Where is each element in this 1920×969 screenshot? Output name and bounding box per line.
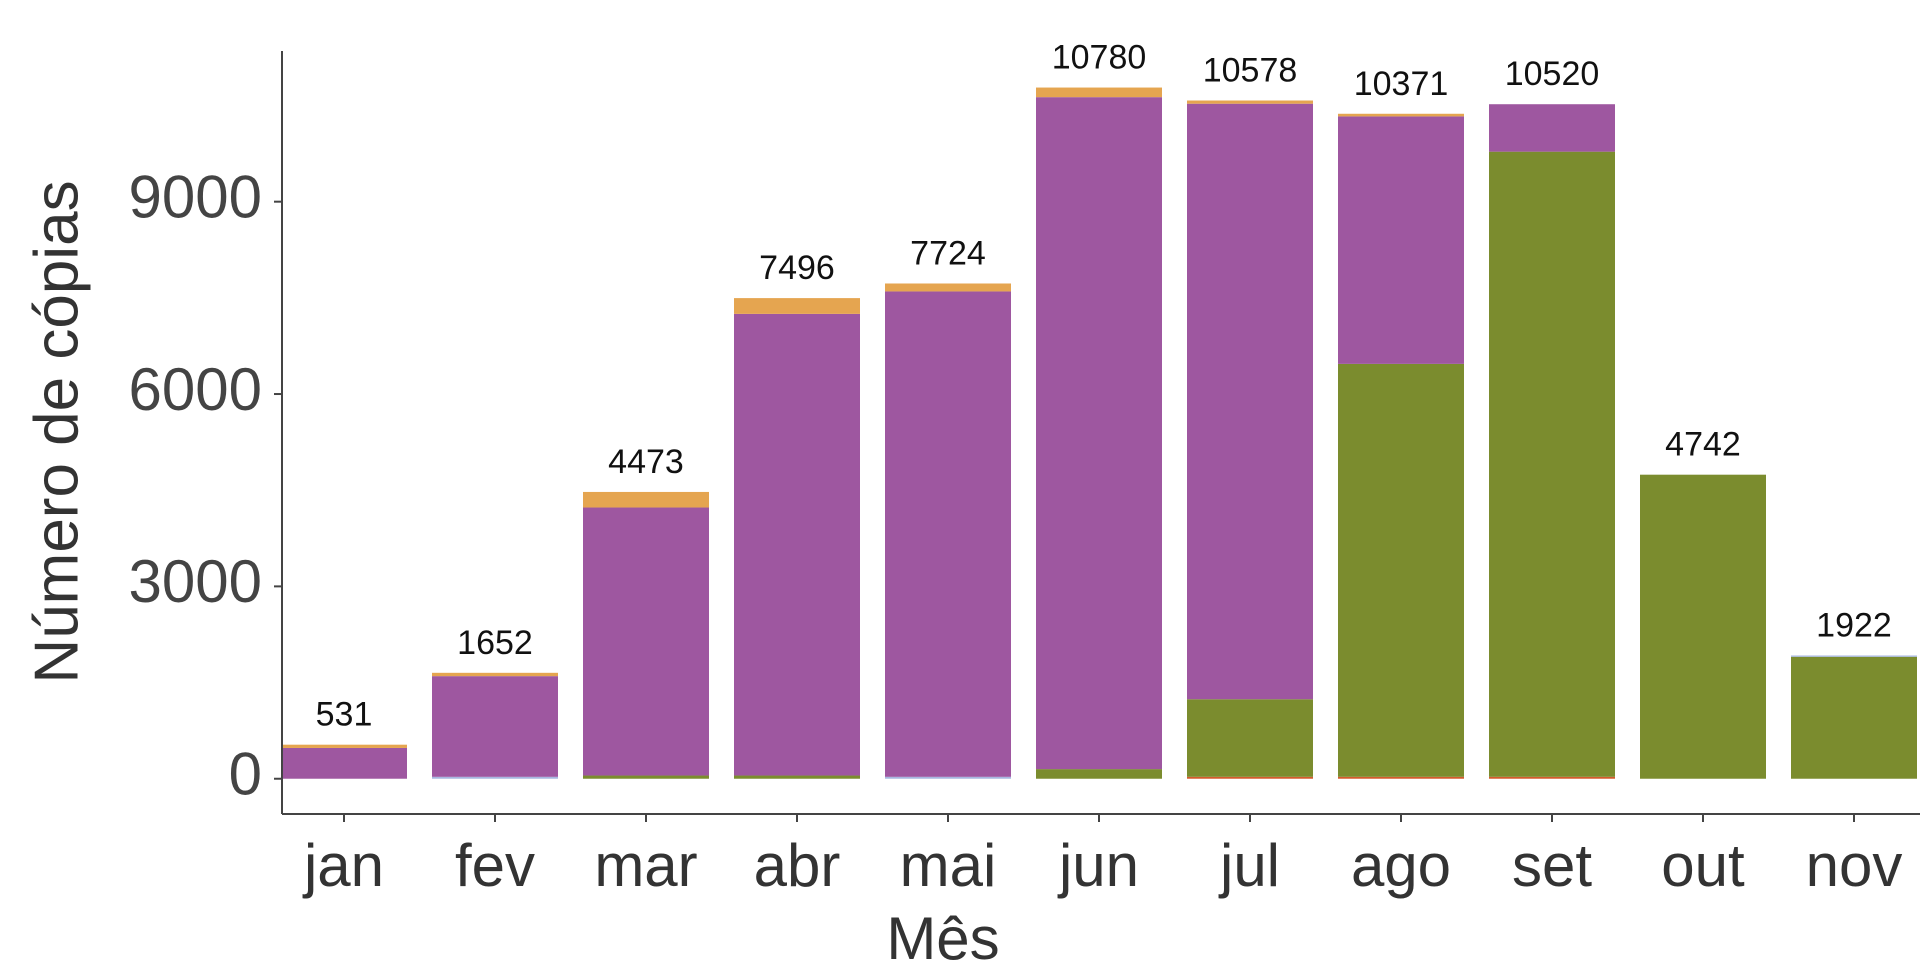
bar-segment xyxy=(1489,776,1615,779)
bar-segment xyxy=(1338,776,1464,779)
x-tick-label: jan xyxy=(302,832,384,899)
bar-segment xyxy=(1036,769,1162,779)
bar-segment xyxy=(885,283,1011,292)
bar-segment xyxy=(432,776,558,779)
total-label: 10371 xyxy=(1354,65,1449,103)
x-axis-label: Mês xyxy=(886,905,999,969)
total-label: 1652 xyxy=(457,624,533,662)
bar-segment xyxy=(734,298,860,314)
x-tick-label: abr xyxy=(754,832,841,899)
bar-segment xyxy=(1187,776,1313,779)
bar-segment xyxy=(1338,116,1464,364)
y-tick-label: 3000 xyxy=(129,548,262,615)
y-tick-label: 0 xyxy=(229,741,262,808)
bar-segment xyxy=(1640,474,1766,779)
bar-segment xyxy=(583,491,709,508)
total-label: 10520 xyxy=(1505,55,1600,93)
x-tick-label: fev xyxy=(455,832,535,899)
total-label: 4473 xyxy=(608,443,684,481)
y-axis-label: Número de cópias xyxy=(22,180,91,683)
x-tick-label: jun xyxy=(1057,832,1139,899)
bar-segment xyxy=(1791,656,1917,779)
bar-segment xyxy=(432,676,558,777)
total-label: 10578 xyxy=(1203,51,1298,89)
bar-segment xyxy=(1489,104,1615,152)
bar-segment xyxy=(1187,699,1313,777)
bar-segment xyxy=(1791,655,1917,657)
bar-segment xyxy=(1036,97,1162,770)
x-tick-label: mai xyxy=(900,832,997,899)
bar-segment xyxy=(1338,113,1464,117)
total-label: 7724 xyxy=(910,234,986,272)
x-tick-label: mar xyxy=(594,832,697,899)
x-tick-label: ago xyxy=(1351,832,1451,899)
bar-segment xyxy=(1338,363,1464,777)
bar-segment xyxy=(885,776,1011,779)
y-tick-label: 9000 xyxy=(129,164,262,231)
bar-segment xyxy=(281,744,407,748)
total-label: 1922 xyxy=(1816,606,1892,644)
bar-segment xyxy=(885,291,1011,777)
x-tick-label: nov xyxy=(1806,832,1903,899)
bar-segment xyxy=(734,313,860,776)
total-label: 4742 xyxy=(1665,426,1741,464)
total-label: 10780 xyxy=(1052,39,1147,77)
bar-segment xyxy=(1489,151,1615,777)
bar-segment xyxy=(432,672,558,677)
bar-segment xyxy=(734,775,860,779)
x-tick-label: out xyxy=(1661,832,1745,899)
bar-segment xyxy=(1187,103,1313,700)
bar-segment xyxy=(583,507,709,776)
total-label: 531 xyxy=(316,696,373,734)
x-tick-label: jul xyxy=(1218,832,1280,899)
bar-segment xyxy=(281,747,407,779)
bar-segment xyxy=(1036,87,1162,98)
x-tick-label: set xyxy=(1512,832,1592,899)
bar-segment xyxy=(583,775,709,779)
y-tick-label: 6000 xyxy=(129,356,262,423)
bar-segment xyxy=(1187,100,1313,104)
total-label: 7496 xyxy=(759,249,835,287)
